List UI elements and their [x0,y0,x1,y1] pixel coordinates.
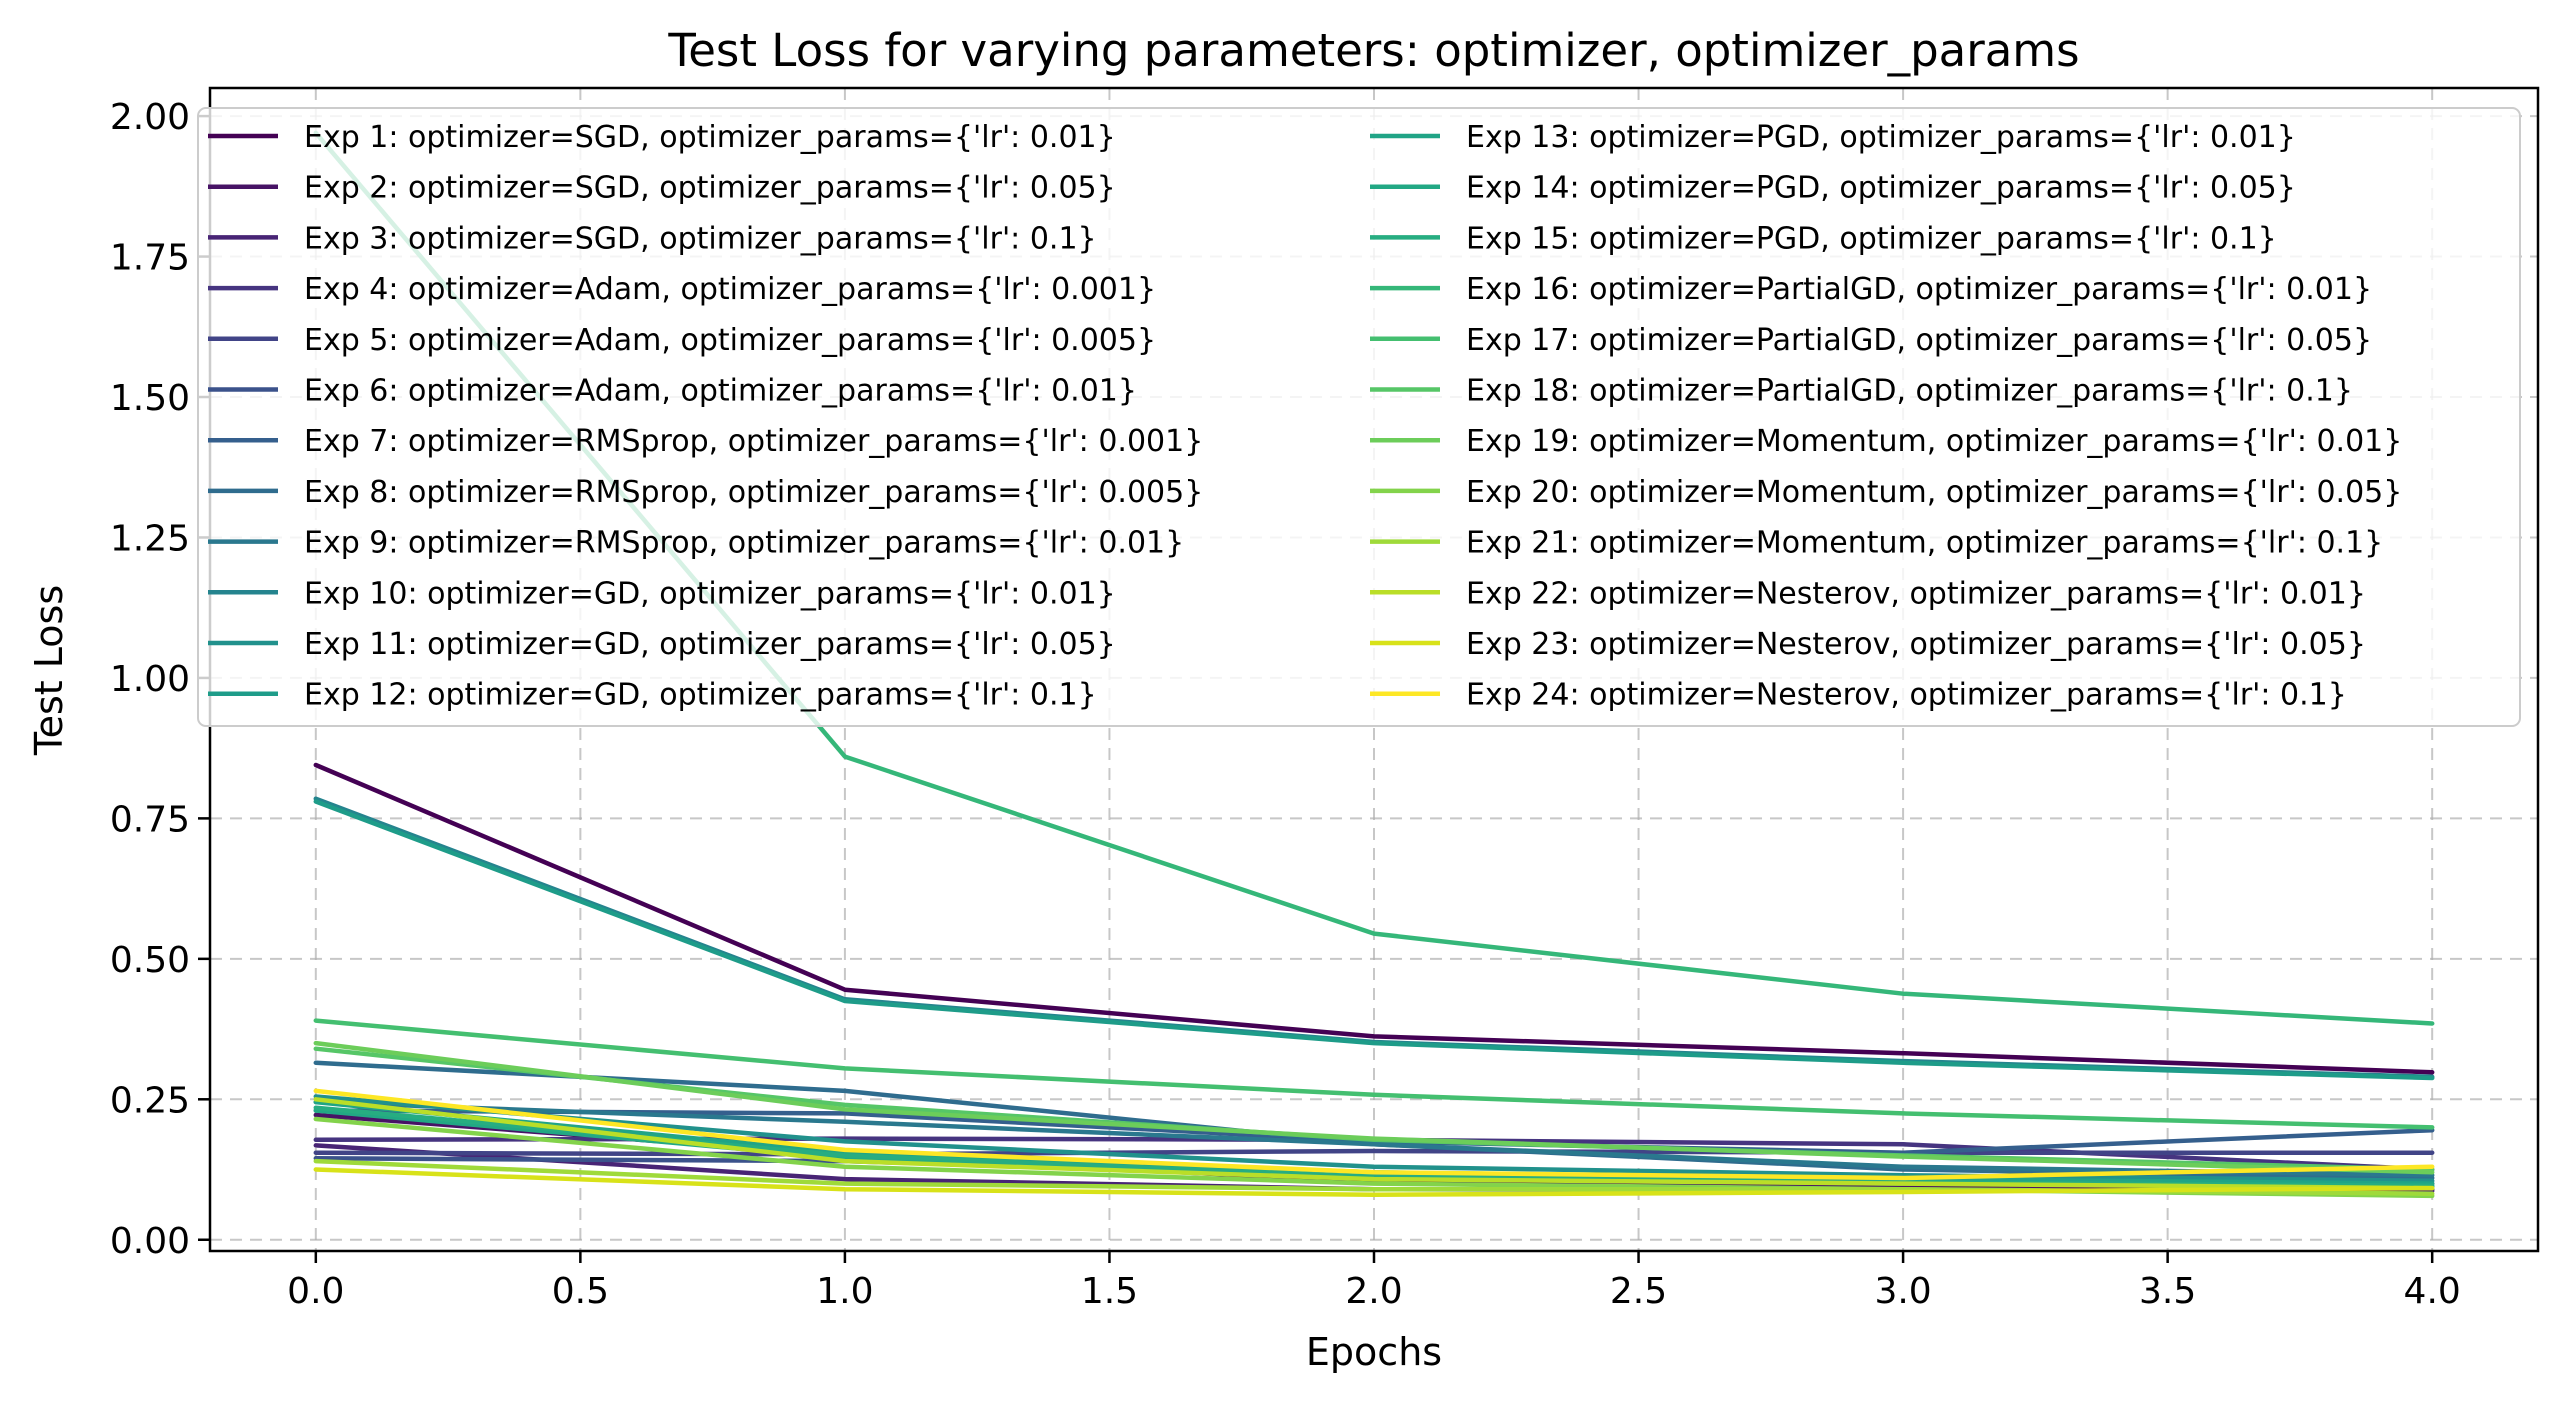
legend-label-exp-15: Exp 15: optimizer=PGD, optimizer_params=… [1466,221,2277,256]
legend-label-exp-7: Exp 7: optimizer=RMSprop, optimizer_para… [304,424,1203,459]
x-tick-label: 0.5 [552,1271,609,1312]
x-tick-label: 1.5 [1081,1271,1138,1312]
series-line-exp-17 [313,1018,2435,1130]
series-line-exp-22 [313,1097,2435,1191]
y-tick-label: 1.00 [110,659,190,700]
legend: Exp 1: optimizer=SGD, optimizer_params={… [197,107,2521,727]
legend-label-exp-20: Exp 20: optimizer=Momentum, optimizer_pa… [1466,475,2402,510]
legend-label-exp-8: Exp 8: optimizer=RMSprop, optimizer_para… [304,475,1203,510]
y-tick-label: 1.50 [110,378,190,419]
legend-label-exp-9: Exp 9: optimizer=RMSprop, optimizer_para… [304,526,1184,561]
legend-label-exp-5: Exp 5: optimizer=Adam, optimizer_params=… [304,323,1156,358]
legend-label-exp-4: Exp 4: optimizer=Adam, optimizer_params=… [304,272,1156,307]
y-axis-label: Test Loss [27,585,71,756]
legend-label-exp-23: Exp 23: optimizer=Nesterov, optimizer_pa… [1466,627,2366,662]
y-tick-label: 1.25 [110,518,190,559]
series-line-exp-9 [313,1099,2435,1178]
x-tick-label: 1.0 [816,1271,873,1312]
x-tick-label: 0.0 [287,1271,344,1312]
series-lines [313,130,2435,1199]
x-axis: 0.0 0.5 1.0 1.5 2.0 2.5 3.0 3.5 4.0 [287,1251,2461,1312]
series-line-exp-23 [313,1167,2435,1198]
series-line-exp-19 [313,1040,2435,1175]
y-tick-label: 0.25 [110,1080,190,1121]
x-tick-label: 2.0 [1345,1271,1402,1312]
legend-box [197,107,2521,727]
y-tick-label: 1.75 [110,238,190,279]
y-tick-label: 0.75 [110,799,190,840]
legend-label-exp-2: Exp 2: optimizer=SGD, optimizer_params={… [304,171,1116,206]
legend-label-exp-18: Exp 18: optimizer=PartialGD, optimizer_p… [1466,374,2353,409]
x-tick-label: 3.0 [1874,1271,1931,1312]
chart-title: Test Loss for varying parameters: optimi… [667,24,2079,77]
series-line-exp-24 [313,1088,2435,1181]
series-line-exp-1 [313,762,2435,1075]
legend-label-exp-19: Exp 19: optimizer=Momentum, optimizer_pa… [1466,424,2402,459]
legend-label-exp-22: Exp 22: optimizer=Nesterov, optimizer_pa… [1466,576,2366,611]
series-line-exp-11 [313,1094,2435,1184]
x-tick-label: 3.5 [2139,1271,2196,1312]
legend-label-exp-3: Exp 3: optimizer=SGD, optimizer_params={… [304,221,1097,256]
legend-label-exp-6: Exp 6: optimizer=Adam, optimizer_params=… [304,374,1137,409]
x-tick-label: 4.0 [2404,1271,2461,1312]
legend-label-exp-17: Exp 17: optimizer=PartialGD, optimizer_p… [1466,323,2372,358]
legend-label-exp-24: Exp 24: optimizer=Nesterov, optimizer_pa… [1466,678,2347,713]
legend-label-exp-10: Exp 10: optimizer=GD, optimizer_params={… [304,576,1116,611]
legend-label-exp-21: Exp 21: optimizer=Momentum, optimizer_pa… [1466,526,2383,561]
y-tick-label: 0.00 [110,1221,190,1262]
legend-label-exp-16: Exp 16: optimizer=PartialGD, optimizer_p… [1466,272,2372,307]
legend-label-exp-12: Exp 12: optimizer=GD, optimizer_params={… [304,678,1097,713]
x-tick-label: 2.5 [1610,1271,1667,1312]
series-line-exp-5 [313,1148,2435,1157]
legend-label-exp-1: Exp 1: optimizer=SGD, optimizer_params={… [304,120,1116,155]
legend-label-exp-14: Exp 14: optimizer=PGD, optimizer_params=… [1466,171,2296,206]
legend-label-exp-13: Exp 13: optimizer=PGD, optimizer_params=… [1466,120,2296,155]
y-tick-label: 0.50 [110,940,190,981]
x-axis-label: Epochs [1306,1330,1442,1374]
y-tick-label: 2.00 [110,97,190,138]
series-line-exp-12 [313,799,2435,1081]
legend-label-exp-11: Exp 11: optimizer=GD, optimizer_params={… [304,627,1116,662]
y-axis: 0.00 0.25 0.50 0.75 1.00 1.25 1.50 1.75 2.00 [110,97,210,1262]
